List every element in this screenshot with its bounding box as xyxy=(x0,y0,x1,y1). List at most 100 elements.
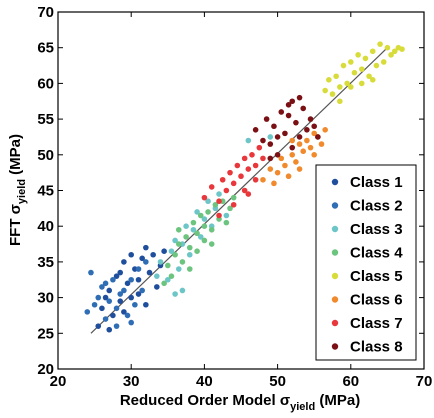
data-point xyxy=(216,191,222,197)
data-point xyxy=(165,262,171,269)
data-point xyxy=(113,273,120,279)
data-point xyxy=(128,276,134,283)
data-point xyxy=(194,209,200,215)
legend-label: Class 4 xyxy=(350,245,403,262)
data-points-layer xyxy=(84,41,405,333)
axis-ticks-layer: 20 30 40 50 60 70 20 25 30 35 40 45 50 55 60 65 70 xyxy=(37,4,432,390)
data-point xyxy=(300,148,307,155)
data-point xyxy=(154,284,160,290)
data-point xyxy=(168,273,175,279)
data-point xyxy=(110,312,116,319)
data-point xyxy=(274,169,281,176)
data-point xyxy=(358,80,365,87)
legend-label: Class 7 xyxy=(350,315,403,332)
data-point xyxy=(377,41,383,47)
y-axis-label-unit: (MPa) xyxy=(7,134,24,179)
data-point xyxy=(278,155,285,162)
data-point xyxy=(186,251,193,258)
data-point xyxy=(216,212,222,219)
x-tick-label: 30 xyxy=(123,373,140,390)
data-point xyxy=(285,102,292,108)
data-point xyxy=(322,87,328,94)
data-point xyxy=(366,73,372,80)
data-point xyxy=(315,134,321,140)
data-point xyxy=(99,284,105,290)
data-point xyxy=(88,269,94,276)
data-point xyxy=(245,191,252,197)
data-point xyxy=(230,201,237,208)
data-point xyxy=(124,280,131,287)
data-point xyxy=(102,294,109,301)
data-point xyxy=(208,184,215,190)
x-tick-label: 70 xyxy=(416,373,433,390)
data-point xyxy=(201,223,208,229)
data-point xyxy=(227,169,233,176)
fit-line xyxy=(90,47,388,334)
data-point xyxy=(263,116,270,122)
legend-label: Class 1 xyxy=(350,174,403,191)
data-point xyxy=(322,127,328,133)
data-point xyxy=(146,269,153,276)
data-point xyxy=(293,119,299,126)
data-point xyxy=(384,44,391,51)
legend-label: Class 3 xyxy=(350,221,403,238)
data-point xyxy=(132,301,138,308)
x-tick-label: 20 xyxy=(50,373,67,390)
data-point xyxy=(296,166,303,172)
data-point xyxy=(348,84,354,90)
data-point xyxy=(362,55,369,62)
data-point xyxy=(369,77,376,83)
x-axis-label-main: Reduced Order Model σ xyxy=(120,392,290,409)
data-point xyxy=(278,109,285,115)
data-point xyxy=(208,241,215,247)
legend-label: Class 8 xyxy=(350,339,403,356)
legend-marker xyxy=(331,272,339,280)
data-point xyxy=(121,309,127,315)
legend-marker xyxy=(331,343,339,350)
data-point xyxy=(102,280,109,287)
series-6 xyxy=(260,127,328,187)
data-point xyxy=(139,255,145,262)
data-point xyxy=(201,216,208,222)
x-tick-label: 50 xyxy=(269,373,286,390)
data-point xyxy=(197,234,204,240)
data-point xyxy=(289,152,296,158)
y-axis-label-sub: yield xyxy=(16,179,28,204)
y-axis-label: FFT σyield (MPa) xyxy=(7,134,28,246)
data-point xyxy=(135,266,142,272)
data-point xyxy=(230,194,237,201)
data-point xyxy=(304,127,310,133)
data-point xyxy=(267,141,274,147)
data-point xyxy=(282,162,288,169)
data-point xyxy=(351,69,358,76)
data-point xyxy=(241,155,248,162)
y-tick-label: 30 xyxy=(37,290,54,307)
data-point xyxy=(175,266,182,272)
data-point xyxy=(223,219,230,226)
data-point xyxy=(344,80,350,87)
legend-marker xyxy=(331,225,339,233)
data-point xyxy=(175,241,182,247)
legend: Class 1 Class 2 Class 3 Class 4 Class 5 Class… xyxy=(315,164,417,361)
data-point xyxy=(223,212,230,219)
data-point xyxy=(307,144,314,151)
y-tick-label: 55 xyxy=(37,111,54,128)
data-point xyxy=(197,212,204,219)
data-point xyxy=(289,98,296,105)
data-point xyxy=(110,276,116,283)
x-axis-label: Reduced Order Model σyield (MPa) xyxy=(120,392,360,413)
data-point xyxy=(326,77,332,83)
data-point xyxy=(238,173,244,180)
series-8 xyxy=(252,94,321,162)
y-tick-label: 60 xyxy=(37,75,54,92)
data-point xyxy=(128,251,134,258)
data-point xyxy=(399,46,405,52)
data-point xyxy=(348,59,354,65)
data-point xyxy=(95,323,102,329)
data-point xyxy=(183,223,189,229)
data-point xyxy=(369,48,376,55)
y-axis-label-main: FFT σ xyxy=(7,204,24,246)
data-point xyxy=(252,127,259,133)
data-point xyxy=(150,251,156,258)
data-point xyxy=(289,137,296,144)
